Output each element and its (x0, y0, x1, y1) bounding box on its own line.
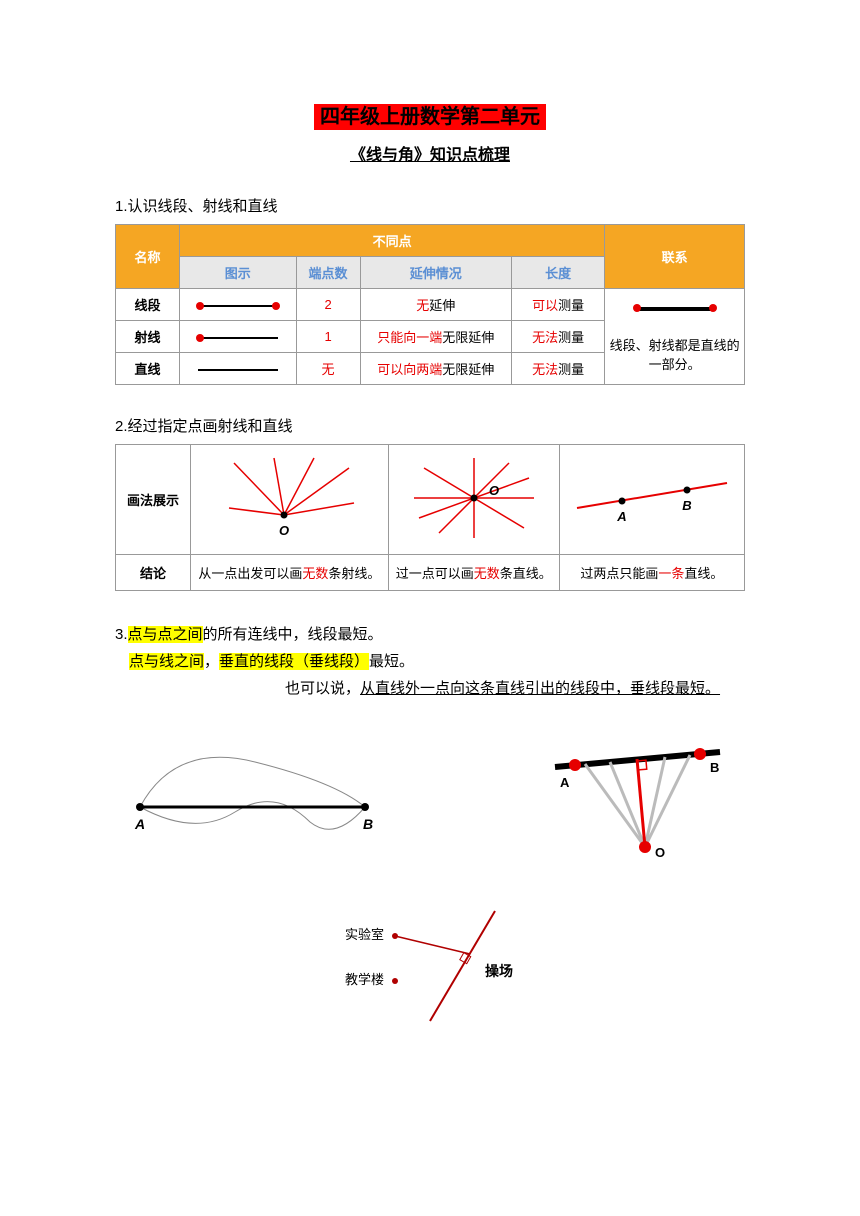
diagram-segment-shortest: A B (115, 737, 395, 871)
section3-line1: 3.点与点之间的所有连线中，线段最短。 (115, 621, 745, 648)
line-endpoints: 无 (296, 353, 360, 385)
svg-text:A: A (616, 509, 626, 524)
segment-length: 可以测量 (512, 289, 605, 321)
table-row: 线段 2 无延伸 可以测量 线段、射线都是直线的一部分。 (116, 289, 745, 321)
conclusion2: 过一点可以画无数条直线。 (388, 555, 559, 591)
section3-line2: 点与线之间，垂直的线段（垂线段）最短。 (115, 648, 745, 675)
segment-extend: 无延伸 (360, 289, 511, 321)
demo-line-two-points: A B (559, 445, 744, 555)
th-diagram: 图示 (180, 257, 296, 289)
svg-text:O: O (279, 523, 289, 538)
svg-text:A: A (134, 816, 145, 832)
th-name: 名称 (116, 225, 180, 289)
table-row: 结论 从一点出发可以画无数条射线。 过一点可以画无数条直线。 过两点只能画一条直… (116, 555, 745, 591)
th-link: 联系 (605, 225, 745, 289)
th-endpoints: 端点数 (296, 257, 360, 289)
row-segment-name: 线段 (116, 289, 180, 321)
th-extend: 延伸情况 (360, 257, 511, 289)
table-drawing-methods: 画法展示 O (115, 444, 745, 591)
conclusion1: 从一点出发可以画无数条射线。 (191, 555, 389, 591)
link-text: 线段、射线都是直线的一部分。 (609, 335, 740, 373)
ray-diagram (180, 321, 296, 353)
row-ray-name: 射线 (116, 321, 180, 353)
segment-diagram (180, 289, 296, 321)
th-diff: 不同点 (180, 225, 605, 257)
link-cell: 线段、射线都是直线的一部分。 (605, 289, 745, 385)
line-length: 无法测量 (512, 353, 605, 385)
table-lines-comparison: 名称 不同点 联系 图示 端点数 延伸情况 长度 线段 2 无延伸 可以测量 线… (115, 224, 745, 385)
demo-lines-one-point: O (388, 445, 559, 555)
row-line-name: 直线 (116, 353, 180, 385)
ray-extend: 只能向一端无限延伸 (360, 321, 511, 353)
table-row: 画法展示 O (116, 445, 745, 555)
diagrams-row: A B A B O (115, 737, 745, 871)
svg-text:B: B (682, 498, 691, 513)
ray-endpoints: 1 (296, 321, 360, 353)
ray-length: 无法测量 (512, 321, 605, 353)
section2-heading: 2.经过指定点画射线和直线 (115, 415, 745, 436)
diagram-building-playground: 实验室 教学楼 操场 (115, 906, 745, 1040)
row-demo-label: 画法展示 (116, 445, 191, 555)
section3: 3.点与点之间的所有连线中，线段最短。 点与线之间，垂直的线段（垂线段）最短。 … (115, 621, 745, 702)
main-title-text: 四年级上册数学第二单元 (314, 104, 546, 130)
svg-text:A: A (560, 775, 570, 790)
section1-heading: 1.认识线段、射线和直线 (115, 195, 745, 216)
line-diagram (180, 353, 296, 385)
main-title: 四年级上册数学第二单元 (115, 100, 745, 129)
svg-text:操场: 操场 (485, 963, 513, 979)
line-extend: 可以向两端无限延伸 (360, 353, 511, 385)
diagram-perpendicular-shortest: A B O (525, 737, 745, 871)
svg-text:B: B (363, 816, 373, 832)
svg-text:O: O (655, 845, 665, 860)
svg-text:B: B (710, 760, 719, 775)
section3-line3: 也可以说，从直线外一点向这条直线引出的线段中，垂线段最短。 (115, 675, 745, 702)
demo-rays: O (191, 445, 389, 555)
svg-text:教学楼: 教学楼 (345, 972, 384, 987)
svg-text:O: O (489, 483, 499, 498)
row-conclusion-label: 结论 (116, 555, 191, 591)
conclusion3: 过两点只能画一条直线。 (559, 555, 744, 591)
segment-endpoints: 2 (296, 289, 360, 321)
th-length: 长度 (512, 257, 605, 289)
subtitle: 《线与角》知识点梳理 (115, 141, 745, 165)
svg-text:实验室: 实验室 (345, 927, 384, 942)
